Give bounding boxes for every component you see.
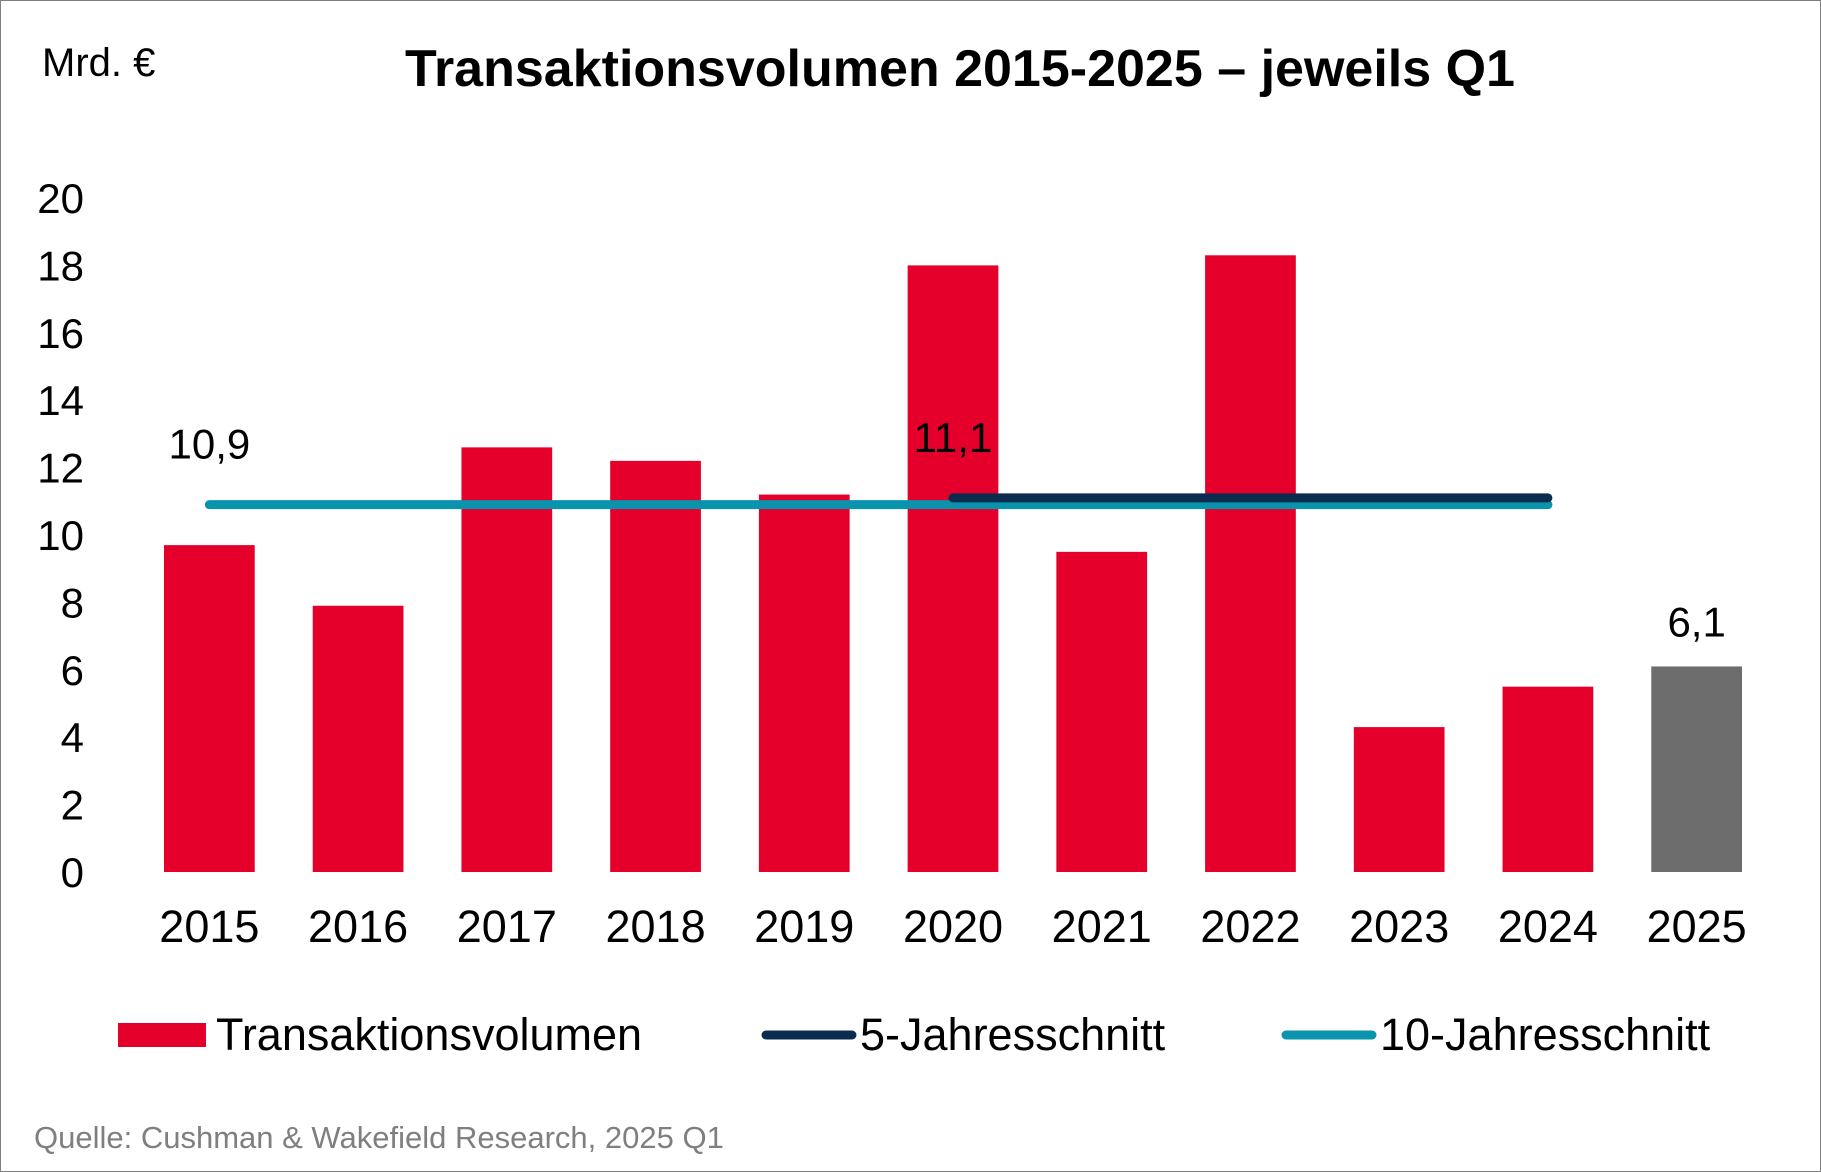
x-axis: 2015 2016 2017 2018 2019 2020 2021 2022 2023 2024… [159, 901, 1746, 952]
y-tick-label: 12 [37, 445, 84, 492]
legend: Transaktionsvolumen 5-Jahresschnitt 10-J… [118, 1009, 1711, 1060]
x-tick-label: 2018 [605, 901, 705, 952]
source-note: Quelle: Cushman & Wakefield Research, 20… [34, 1120, 724, 1155]
x-tick-label: 2024 [1498, 901, 1598, 952]
x-tick-label: 2015 [159, 901, 259, 952]
y-tick-label: 10 [37, 512, 84, 559]
y-tick-label: 2 [61, 782, 84, 829]
bar-2022 [1205, 255, 1296, 873]
y-tick-label: 4 [61, 714, 84, 761]
bar-2015 [164, 545, 255, 872]
data-label-2020: 11,1 [914, 414, 993, 461]
x-tick-label: 2019 [754, 901, 854, 952]
x-tick-label: 2022 [1200, 901, 1300, 952]
bar-2024 [1502, 686, 1594, 872]
y-tick-label: 20 [37, 175, 84, 222]
bar-2019 [758, 494, 850, 872]
legend-label-5-jahresschnitt: 5-Jahresschnitt [860, 1009, 1166, 1060]
y-tick-label: 14 [37, 377, 84, 424]
data-labels: 10,9 11,1 6,1 [168, 414, 1725, 646]
x-tick-label: 2020 [903, 901, 1003, 952]
x-tick-label: 2023 [1349, 901, 1449, 952]
bar-2025 [1651, 666, 1742, 872]
y-tick-label: 6 [61, 647, 84, 694]
average-lines [204, 493, 1553, 510]
bar-2021 [1056, 551, 1148, 872]
x-tick-label: 2017 [457, 901, 557, 952]
y-tick-label: 8 [61, 579, 84, 626]
data-label-2015: 10,9 [168, 421, 250, 468]
bar-2018 [610, 460, 701, 872]
x-tick-label: 2025 [1647, 901, 1747, 952]
legend-swatch-transaktionsvolumen [118, 1023, 206, 1047]
bar-2020 [907, 265, 999, 872]
legend-label-10-jahresschnitt: 10-Jahresschnitt [1380, 1009, 1711, 1060]
y-axis: 0 2 4 6 8 10 12 14 16 18 20 [37, 175, 84, 896]
data-label-2025: 6,1 [1667, 598, 1725, 645]
x-tick-label: 2016 [308, 901, 408, 952]
chart-title: Transaktionsvolumen 2015-2025 – jeweils … [405, 40, 1515, 98]
bar-series [164, 255, 1742, 873]
bar-2017 [461, 447, 553, 872]
bar-2016 [312, 605, 404, 872]
y-tick-label: 0 [61, 849, 84, 896]
legend-label-transaktionsvolumen: Transaktionsvolumen [216, 1009, 642, 1060]
y-tick-label: 16 [37, 310, 84, 357]
bar-2023 [1353, 727, 1445, 872]
y-axis-unit-label: Mrd. € [42, 41, 155, 85]
y-tick-label: 18 [37, 242, 84, 289]
x-tick-label: 2021 [1052, 901, 1152, 952]
